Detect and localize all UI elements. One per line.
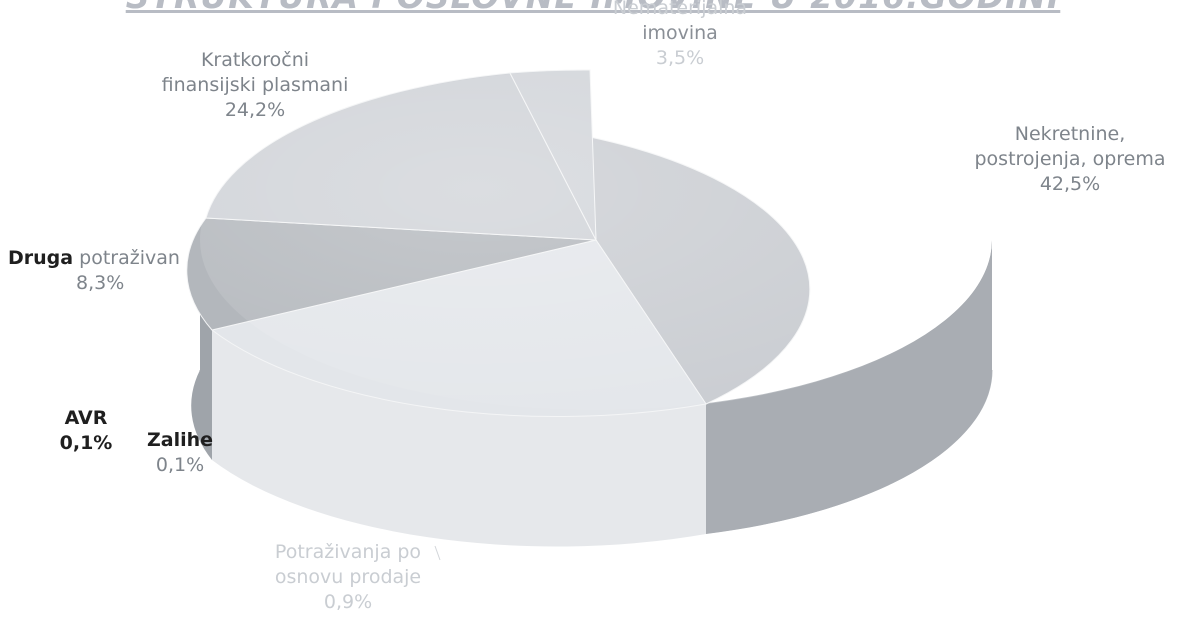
label-nematerijalna: Nematerijalna imovina 3,5%: [612, 0, 748, 69]
label-druga-rest: potraživan: [73, 247, 180, 269]
label-druga-word: Druga: [8, 247, 74, 269]
label-nekretnine: Nekretnine, postrojenja, oprema 42,5%: [974, 123, 1166, 195]
label-zalihe: Zalihe 0,1%: [146, 429, 214, 476]
pie-gloss: [200, 70, 992, 410]
label-kratkorocni: Kratkoročni finansijski plasmani 24,2%: [161, 49, 349, 121]
label-druga-potrazivanja: Druga potraživan 8,3%: [8, 247, 180, 294]
leader-line-potrazivanja: [434, 545, 441, 561]
slice-side-nekretnine: [706, 240, 993, 534]
slice-side-potrazivanja: [212, 330, 706, 547]
label-avr: AVR 0,1%: [59, 407, 113, 454]
chart-title: STRUKTURA POSLOVNE IMOVINE U 2016.GODINI: [0, 0, 1186, 16]
label-potrazivanja-prodaje: Potraživanja po osnovu prodaje 0,9%: [274, 541, 422, 613]
